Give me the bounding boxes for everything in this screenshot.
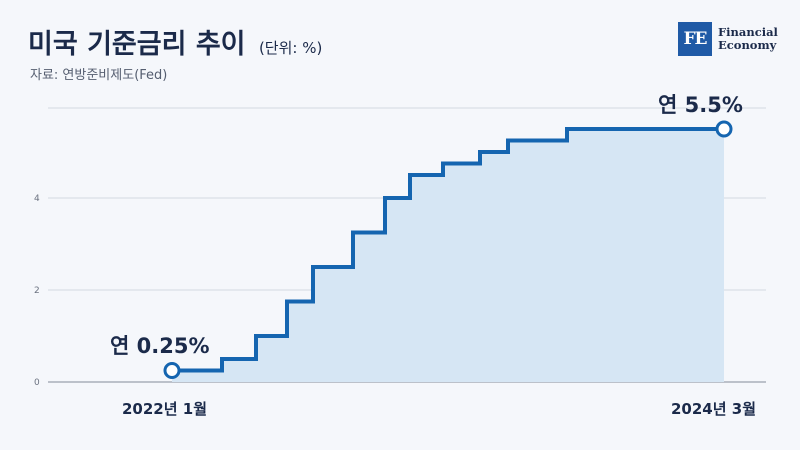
end-annotation: 연 5.5% [658,93,743,117]
end-point [715,120,733,138]
y-tick-label: 4 [34,194,40,204]
logo-line-1: Financial [718,25,778,39]
y-tick-label: 2 [34,286,40,296]
logo-text: Financial Economy [718,26,778,52]
chart-title: 미국 기준금리 추이 (단위: %) [28,22,322,61]
start-annotation: 연 0.25% [110,334,210,358]
start-point [163,362,181,379]
logo-line-2: Economy [718,38,777,52]
area-fill [172,129,724,382]
chart-title-text: 미국 기준금리 추이 [28,29,246,60]
logo-mark-icon: FE [678,22,712,56]
x-label-start: 2022년 1월 [122,400,207,418]
unit-label: (단위: %) [258,39,323,57]
source-label: 자료: 연방준비제도(Fed) [30,68,168,83]
x-label-end: 2024년 3월 [671,400,756,418]
rate-step-line [172,127,724,373]
y-tick-label: 0 [34,378,40,388]
brand-logo: FE Financial Economy [678,22,778,56]
